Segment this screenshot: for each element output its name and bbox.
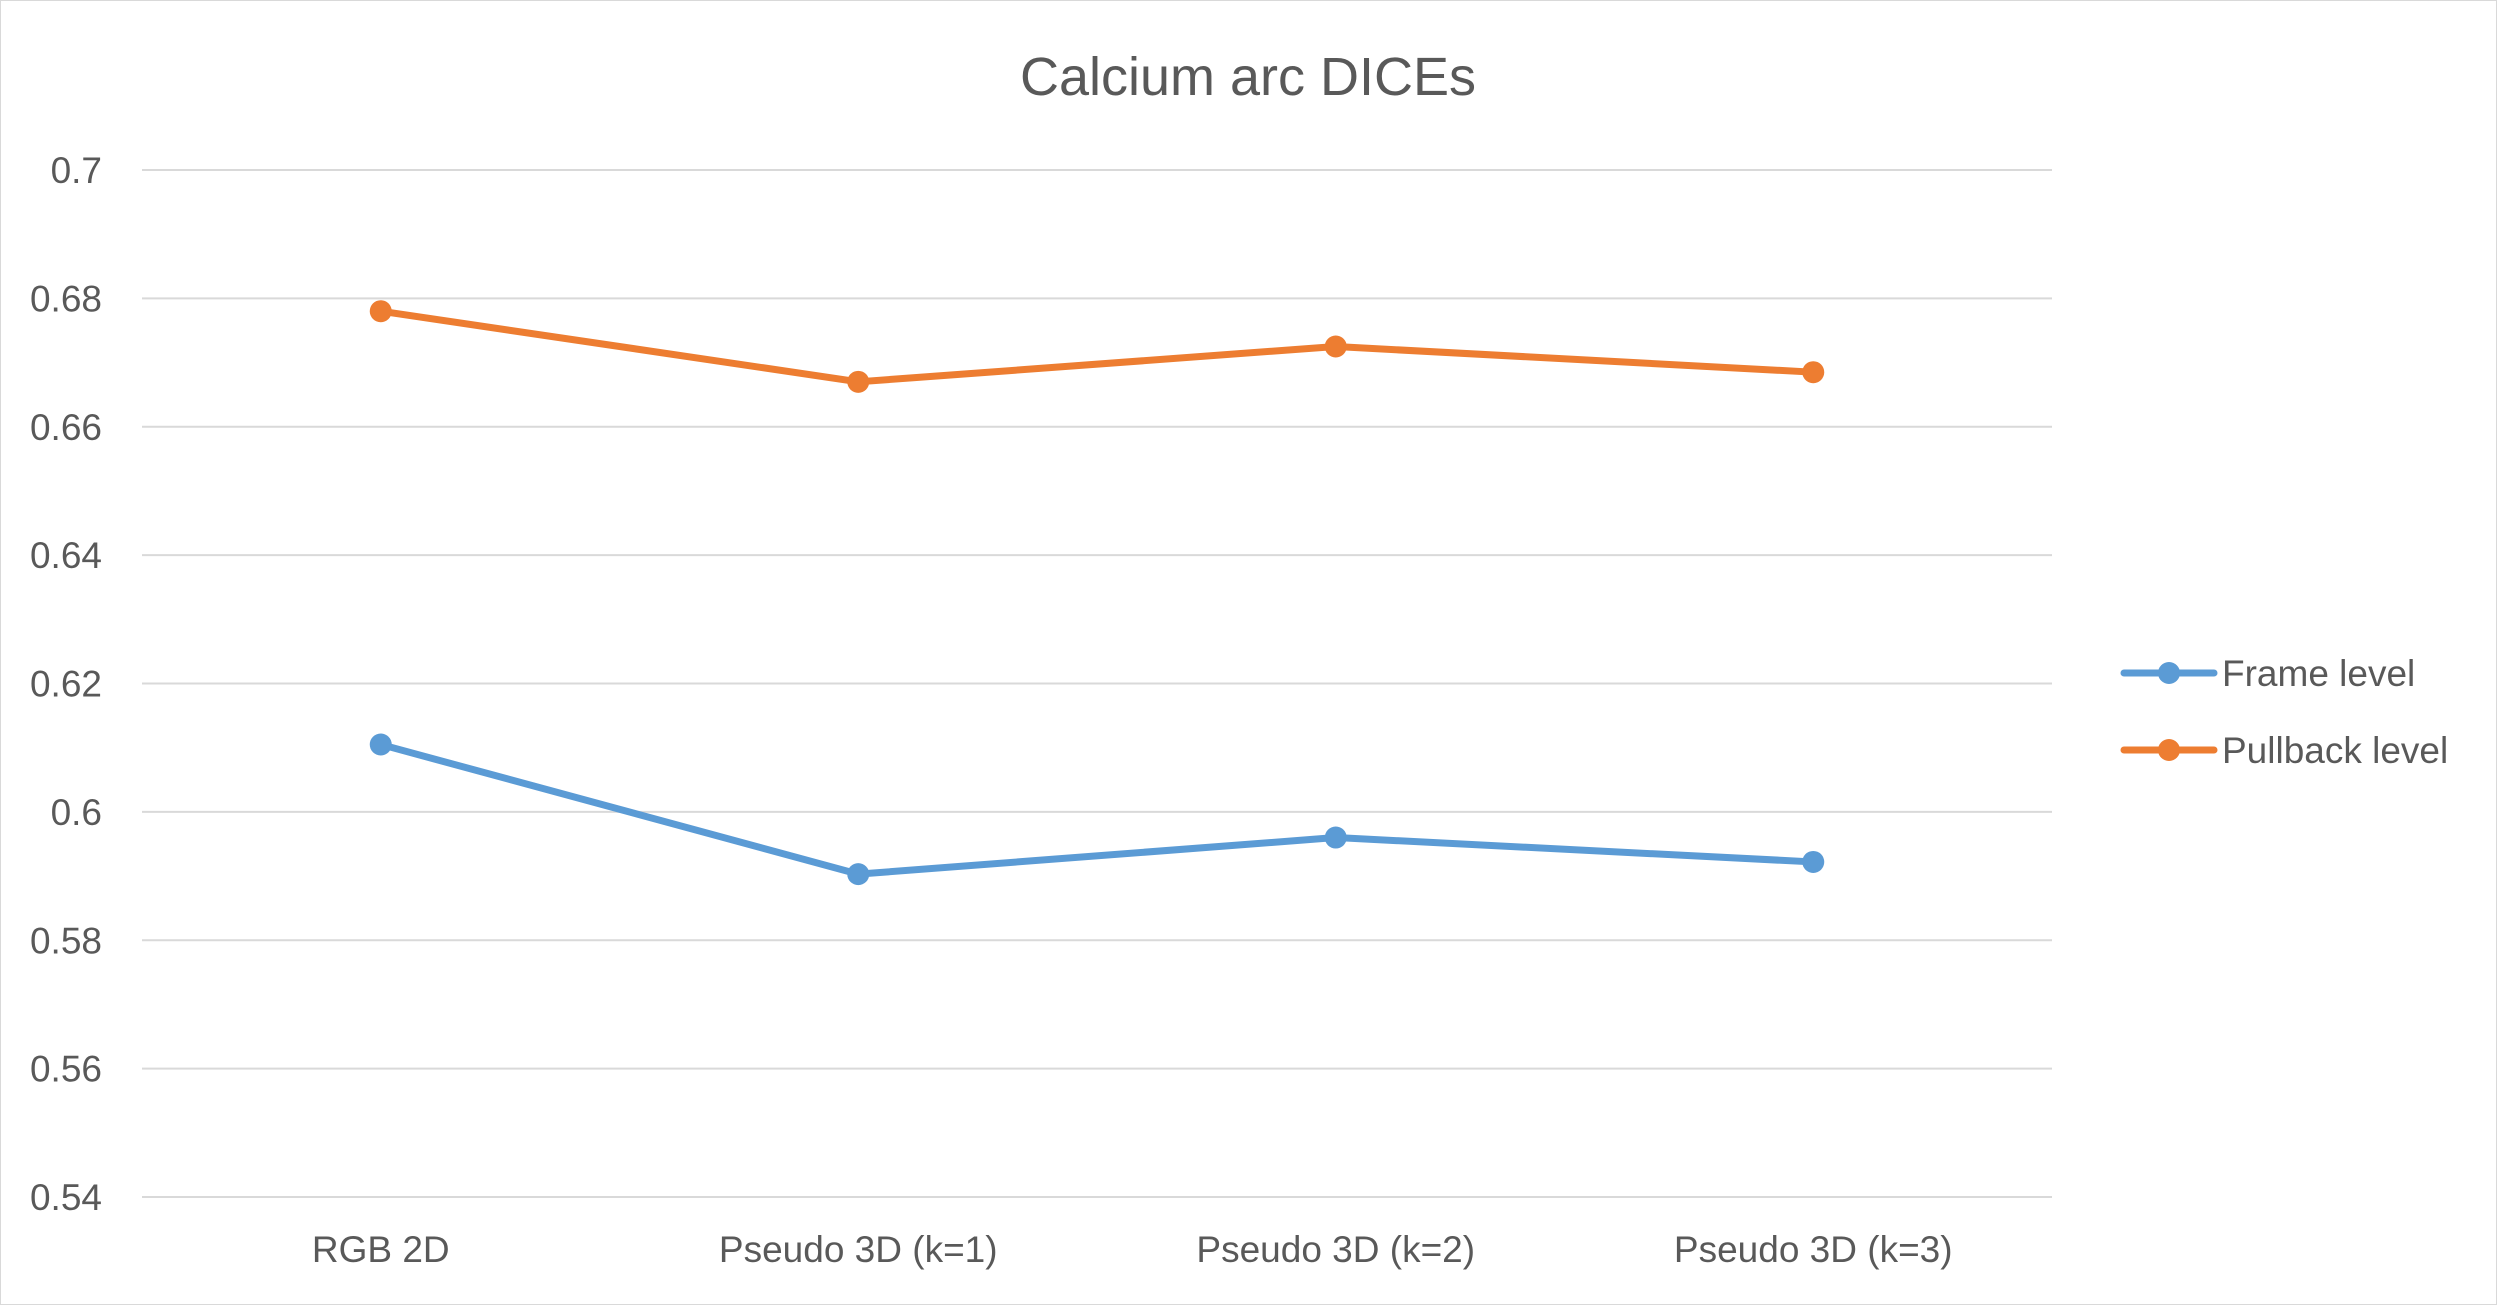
legend-item: Frame level: [2120, 653, 2415, 694]
legend-label: Frame level: [2222, 653, 2415, 694]
legend-label: Pullback level: [2222, 730, 2448, 771]
gridlines: [142, 169, 2052, 1198]
data-point: [847, 370, 870, 393]
legend-point-marker: [2158, 662, 2180, 684]
data-point: [1324, 335, 1347, 358]
x-tick-label: RGB 2D: [312, 1229, 450, 1270]
data-point: [369, 733, 392, 756]
y-tick-label: 0.6: [51, 792, 102, 833]
chart-title: Calcium arc DICEs: [1020, 47, 1476, 107]
y-tick-label: 0.54: [30, 1177, 102, 1218]
data-point: [847, 863, 870, 886]
series-frame-level: [369, 733, 1825, 886]
data-point: [1324, 826, 1347, 849]
data-point: [1802, 361, 1825, 384]
series-line: [377, 740, 1817, 878]
y-tick-label: 0.58: [30, 920, 102, 961]
series-layer: [369, 300, 1825, 886]
data-point: [369, 300, 392, 323]
series-pullback-level: [369, 300, 1825, 393]
x-tick-label: Pseudo 3D (k=1): [719, 1229, 998, 1270]
y-tick-label: 0.62: [30, 664, 102, 705]
x-tick-label: Pseudo 3D (k=2): [1196, 1229, 1475, 1270]
y-axis-ticks: 0.54 0.56 0.58 0.6 0.62 0.64 0.66 0.68 0.7: [30, 150, 102, 1218]
data-point: [1802, 850, 1825, 873]
legend: Frame level Pullback level: [2120, 653, 2448, 771]
y-tick-label: 0.66: [30, 407, 102, 448]
legend-item: Pullback level: [2120, 730, 2448, 771]
y-tick-label: 0.64: [30, 535, 102, 576]
legend-point-marker: [2158, 739, 2180, 761]
x-tick-label: Pseudo 3D (k=3): [1674, 1229, 1953, 1270]
y-tick-label: 0.7: [51, 150, 102, 191]
y-tick-label: 0.56: [30, 1049, 102, 1090]
series-line: [377, 307, 1817, 386]
x-axis-ticks: RGB 2D Pseudo 3D (k=1) Pseudo 3D (k=2) Pseu…: [312, 1229, 1953, 1270]
y-tick-label: 0.68: [30, 278, 102, 319]
